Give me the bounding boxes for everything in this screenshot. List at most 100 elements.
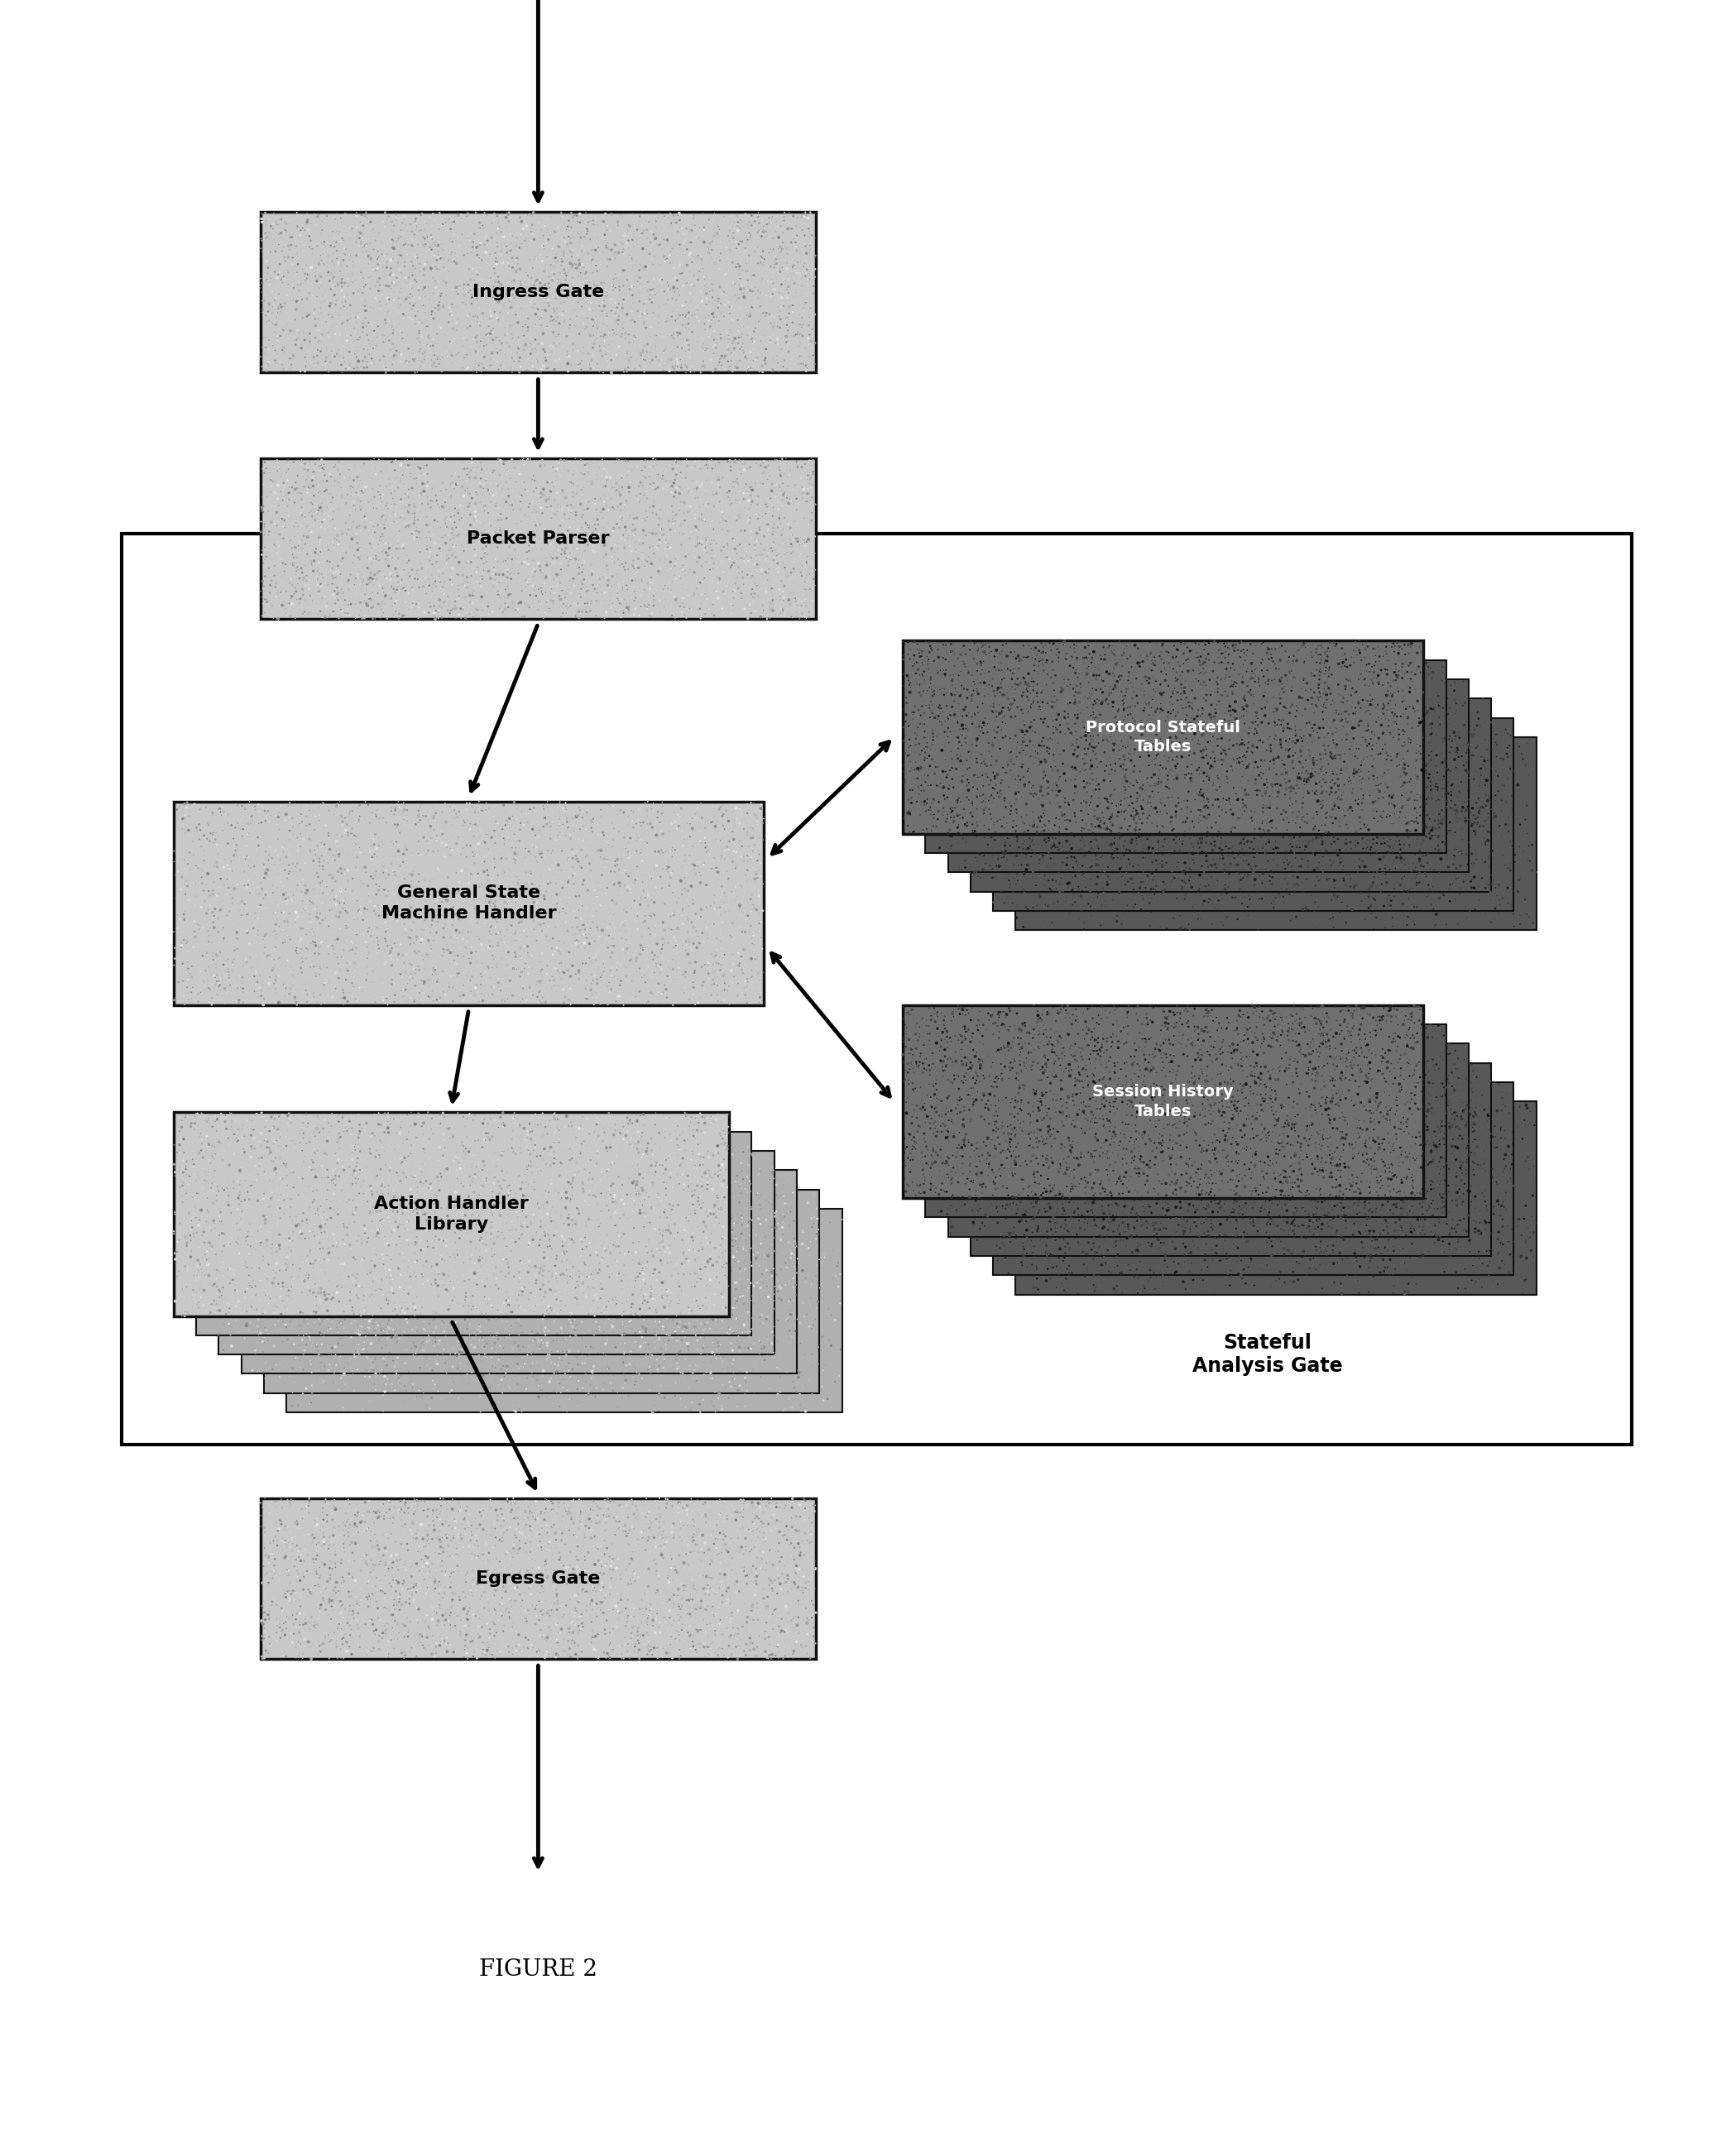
Point bbox=[1377, 1102, 1404, 1136]
Point bbox=[1066, 740, 1094, 775]
Point bbox=[712, 1291, 740, 1326]
Point bbox=[726, 596, 753, 631]
Point bbox=[326, 557, 354, 592]
Point bbox=[326, 338, 354, 372]
Point bbox=[929, 779, 957, 813]
Point bbox=[437, 1104, 465, 1138]
Point bbox=[1309, 781, 1337, 816]
Point bbox=[1153, 1179, 1180, 1214]
Point bbox=[283, 1199, 311, 1233]
Point bbox=[1363, 1098, 1391, 1132]
Point bbox=[481, 1349, 509, 1384]
Point bbox=[214, 1252, 241, 1287]
Point bbox=[766, 551, 793, 585]
Point bbox=[354, 1547, 382, 1582]
Point bbox=[1090, 742, 1118, 777]
Point bbox=[417, 955, 444, 990]
Point bbox=[719, 966, 746, 1001]
Point bbox=[260, 196, 288, 230]
Point bbox=[1385, 1089, 1413, 1123]
Point bbox=[649, 222, 677, 256]
Point bbox=[432, 1620, 460, 1655]
Point bbox=[1226, 785, 1253, 820]
Point bbox=[408, 788, 436, 822]
Point bbox=[684, 902, 712, 936]
Point bbox=[1293, 829, 1321, 863]
Point bbox=[1205, 1093, 1233, 1128]
Point bbox=[531, 882, 559, 917]
Point bbox=[1316, 1203, 1344, 1237]
Point bbox=[1377, 1136, 1404, 1171]
Point bbox=[729, 1272, 757, 1306]
Point bbox=[1358, 1061, 1385, 1095]
Point bbox=[568, 555, 595, 590]
Point bbox=[745, 1289, 773, 1323]
Point bbox=[571, 1233, 599, 1268]
Point bbox=[1045, 1160, 1073, 1194]
Point bbox=[465, 1616, 493, 1651]
Point bbox=[347, 801, 375, 835]
Point bbox=[930, 781, 958, 816]
Point bbox=[1309, 816, 1337, 850]
Point bbox=[1370, 841, 1397, 876]
Point bbox=[314, 600, 342, 635]
Point bbox=[274, 1095, 302, 1130]
Point bbox=[253, 794, 281, 829]
Point bbox=[231, 887, 259, 921]
Point bbox=[1330, 646, 1358, 680]
Point bbox=[1099, 727, 1127, 762]
Point bbox=[1371, 1102, 1399, 1136]
Point bbox=[425, 878, 453, 912]
Point bbox=[1226, 736, 1253, 770]
Point bbox=[1043, 867, 1071, 902]
Point bbox=[1437, 1054, 1465, 1089]
Point bbox=[1283, 773, 1311, 807]
Point bbox=[1186, 1276, 1213, 1311]
Point bbox=[1240, 1205, 1267, 1240]
Point bbox=[1392, 1072, 1420, 1106]
Point bbox=[583, 865, 611, 900]
Point bbox=[589, 1162, 616, 1197]
Point bbox=[437, 594, 465, 628]
Point bbox=[651, 1291, 679, 1326]
Point bbox=[654, 527, 682, 562]
Point bbox=[569, 250, 597, 284]
Point bbox=[523, 344, 550, 379]
Point bbox=[325, 900, 352, 934]
Point bbox=[1241, 1186, 1269, 1220]
Point bbox=[1382, 1117, 1410, 1151]
Point bbox=[675, 889, 703, 923]
Point bbox=[281, 486, 309, 521]
Point bbox=[523, 1608, 550, 1642]
Point bbox=[1413, 646, 1441, 680]
Point bbox=[1182, 704, 1210, 738]
Point bbox=[368, 1298, 396, 1332]
Point bbox=[462, 1231, 490, 1265]
Point bbox=[505, 514, 533, 549]
Point bbox=[436, 1375, 464, 1410]
Point bbox=[380, 966, 408, 1001]
Point bbox=[1080, 1242, 1108, 1276]
Point bbox=[628, 1306, 656, 1341]
Point bbox=[307, 1201, 335, 1235]
Point bbox=[1009, 747, 1036, 781]
Point bbox=[1305, 1156, 1333, 1190]
Point bbox=[517, 1509, 545, 1543]
Point bbox=[1366, 723, 1394, 758]
Point bbox=[703, 1184, 731, 1218]
Point bbox=[177, 1121, 205, 1156]
Point bbox=[547, 872, 575, 906]
Point bbox=[705, 1631, 733, 1666]
Point bbox=[597, 482, 625, 516]
Point bbox=[1154, 1007, 1182, 1042]
Point bbox=[366, 1573, 394, 1608]
Point bbox=[713, 1171, 741, 1205]
Point bbox=[1137, 1261, 1165, 1296]
Point bbox=[424, 486, 451, 521]
Point bbox=[429, 816, 457, 850]
Point bbox=[707, 1545, 734, 1580]
Point bbox=[993, 1022, 1021, 1057]
Point bbox=[937, 1205, 965, 1240]
Point bbox=[684, 1534, 712, 1569]
Point bbox=[661, 200, 689, 235]
